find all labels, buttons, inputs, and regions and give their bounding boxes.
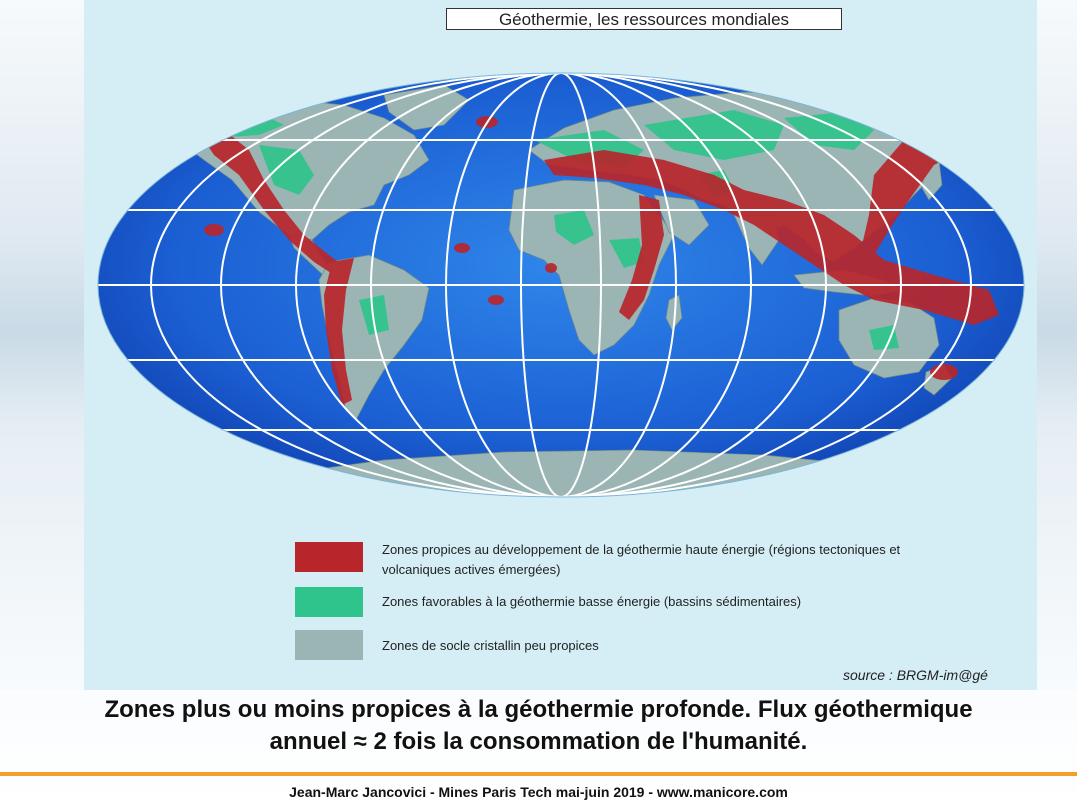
- legend-label-low-energy: Zones favorables à la géothermie basse é…: [382, 594, 802, 609]
- footer-divider: [0, 772, 1077, 776]
- slide-footer: Jean-Marc Jancovici - Mines Paris Tech m…: [289, 784, 788, 800]
- slide-caption-line1: Zones plus ou moins propices à la géothe…: [104, 696, 973, 723]
- legend-label-high-energy: Zones propices au développement de la gé…: [382, 540, 1062, 580]
- globe-outline: [97, 72, 1025, 498]
- slide-background-left: [0, 0, 84, 690]
- map-figure: Géothermie, les ressources mondiales: [84, 0, 1037, 690]
- slide-caption-line2: annuel ≈ 2 fois la consommation de l'hum…: [269, 728, 808, 755]
- world-map: [97, 72, 1025, 498]
- high-energy-zones: [204, 116, 999, 405]
- legend-label-high-energy-line1: Zones propices au développement de la gé…: [382, 542, 901, 557]
- legend-label-crystalline: Zones de socle cristallin peu propices: [382, 638, 599, 653]
- slide-background-right: [1037, 0, 1077, 690]
- landmass-madagascar: [665, 294, 683, 331]
- slide-caption: Zones plus ou moins propices à la géothe…: [0, 694, 1077, 758]
- graticule-parallels: [98, 139, 1024, 431]
- legend-swatch-crystalline: [295, 630, 363, 660]
- map-title: Géothermie, les ressources mondiales: [446, 8, 842, 30]
- legend-label-high-energy-line2: volcaniques actives émergées): [382, 562, 561, 577]
- legend-swatch-high-energy: [295, 542, 363, 572]
- legend-swatch-low-energy: [295, 587, 363, 617]
- source-credit: source : BRGM-im@gé: [843, 667, 988, 683]
